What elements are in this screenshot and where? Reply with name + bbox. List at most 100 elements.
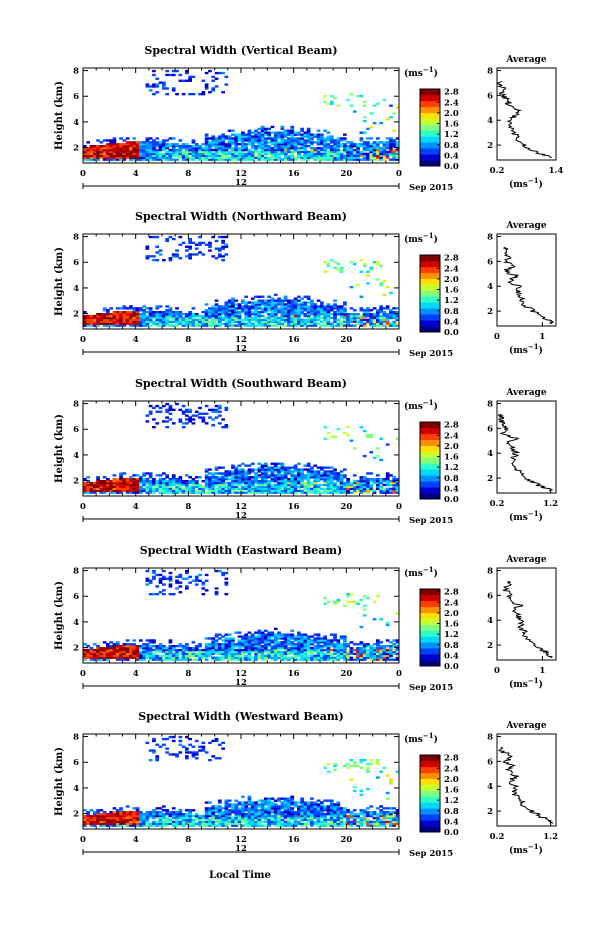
heatmap-cell [155,648,160,652]
heatmap-cell [129,822,133,825]
heatmap-cell [115,480,120,483]
heatmap-cell [362,647,367,650]
heatmap-cell [379,489,383,492]
heatmap-cell [83,648,87,652]
heatmap-cell [369,154,374,158]
heatmap-cell [389,150,393,154]
heatmap-cell [155,658,160,661]
heatmap-cell [231,476,235,479]
heatmap-cell [201,91,206,94]
heatmap-cell [310,643,314,646]
heatmap-cell [280,476,285,479]
heatmap-cell [214,569,219,573]
heatmap-cell [283,145,288,148]
heatmap-cell [254,154,258,158]
heatmap-cell [306,635,311,638]
heatmap-cell [336,485,341,489]
heatmap-cell [162,324,166,327]
y-axis-label: Height (km) [54,81,65,150]
heatmap-cell [204,643,209,646]
heatmap-cell [106,316,110,320]
heatmap-cell [237,139,242,142]
heatmap-cell [185,255,189,258]
heatmap-cell [89,320,94,324]
avg-frame [496,567,557,661]
heatmap-cell [204,468,209,471]
heatmap-cell [277,320,281,324]
heatmap-cell [366,654,370,658]
heatmap-cell [145,647,150,650]
heatmap-cell [382,152,387,156]
colorbar-swatch [420,624,440,631]
heatmap-cell [214,318,219,322]
heatmap-cell [283,133,288,136]
heatmap-cell [237,641,242,644]
heatmap-cell [132,147,137,150]
heatmap-cell [379,485,383,489]
heatmap-cell [273,137,278,140]
heatmap-cell [83,654,87,658]
heatmap-cell [257,635,262,638]
heatmap-cell [257,480,262,483]
heatmap-cell [181,313,186,316]
heatmap-cell [250,150,255,154]
heatmap-cell [211,652,216,656]
heatmap-cell [162,318,166,322]
heatmap-cell [306,464,311,467]
heatmap-cell [356,320,360,324]
heatmap-cell [227,314,232,318]
heatmap-cell [323,474,327,477]
panel-title: Spectral Width (Northward Beam) [135,210,347,223]
heatmap-cell [349,316,354,320]
heatmap-cell [362,654,367,658]
heatmap-cell [221,309,225,312]
heatmap-cell [329,476,334,479]
heatmap-cell [191,154,196,158]
heatmap-cell [280,137,285,140]
heatmap-cell [165,318,169,322]
heatmap-cell [89,654,94,658]
heatmap-cell [369,158,374,161]
heatmap-cell [349,314,354,318]
heatmap-cell [247,305,252,308]
heatmap-cell [297,647,301,650]
heatmap-cell [194,324,199,327]
heatmap-cell [290,318,295,322]
heatmap-cell [264,472,268,475]
heatmap-cell [191,481,196,485]
heatmap-cell [392,650,397,654]
colorbar-swatch [420,130,440,137]
heatmap-cell [349,150,354,154]
heatmap-cell [247,472,252,475]
heatmap-cell [234,158,239,161]
heatmap-cell [204,324,209,327]
heatmap-cell [359,489,364,492]
heatmap-cell [267,324,271,327]
heatmap-cell [188,648,192,652]
heatmap-cell [366,433,370,437]
heatmap-cell [264,462,268,465]
heatmap-cell [273,652,278,656]
heatmap-cell [270,468,275,471]
heatmap-cell [231,474,235,477]
heatmap-cell [231,470,235,473]
heatmap-cell [145,583,150,586]
heatmap-cell [155,489,160,492]
heatmap-cell [171,593,176,596]
heatmap-cell [257,145,262,148]
heatmap-cell [165,647,169,650]
heatmap-cell [221,647,225,650]
heatmap-cell [359,131,364,134]
colorbar-swatch [420,475,440,482]
heatmap-cell [86,650,90,654]
heatmap-cell [316,491,321,494]
heatmap-cell [234,145,239,148]
heatmap-cell [218,652,222,656]
heatmap-cell [297,480,301,483]
heatmap-cell [99,480,104,483]
heatmap-cell [290,150,295,154]
heatmap-cell [162,480,166,483]
heatmap-cell [389,652,393,656]
heatmap-cell [148,658,153,661]
heatmap-cell [214,658,219,661]
